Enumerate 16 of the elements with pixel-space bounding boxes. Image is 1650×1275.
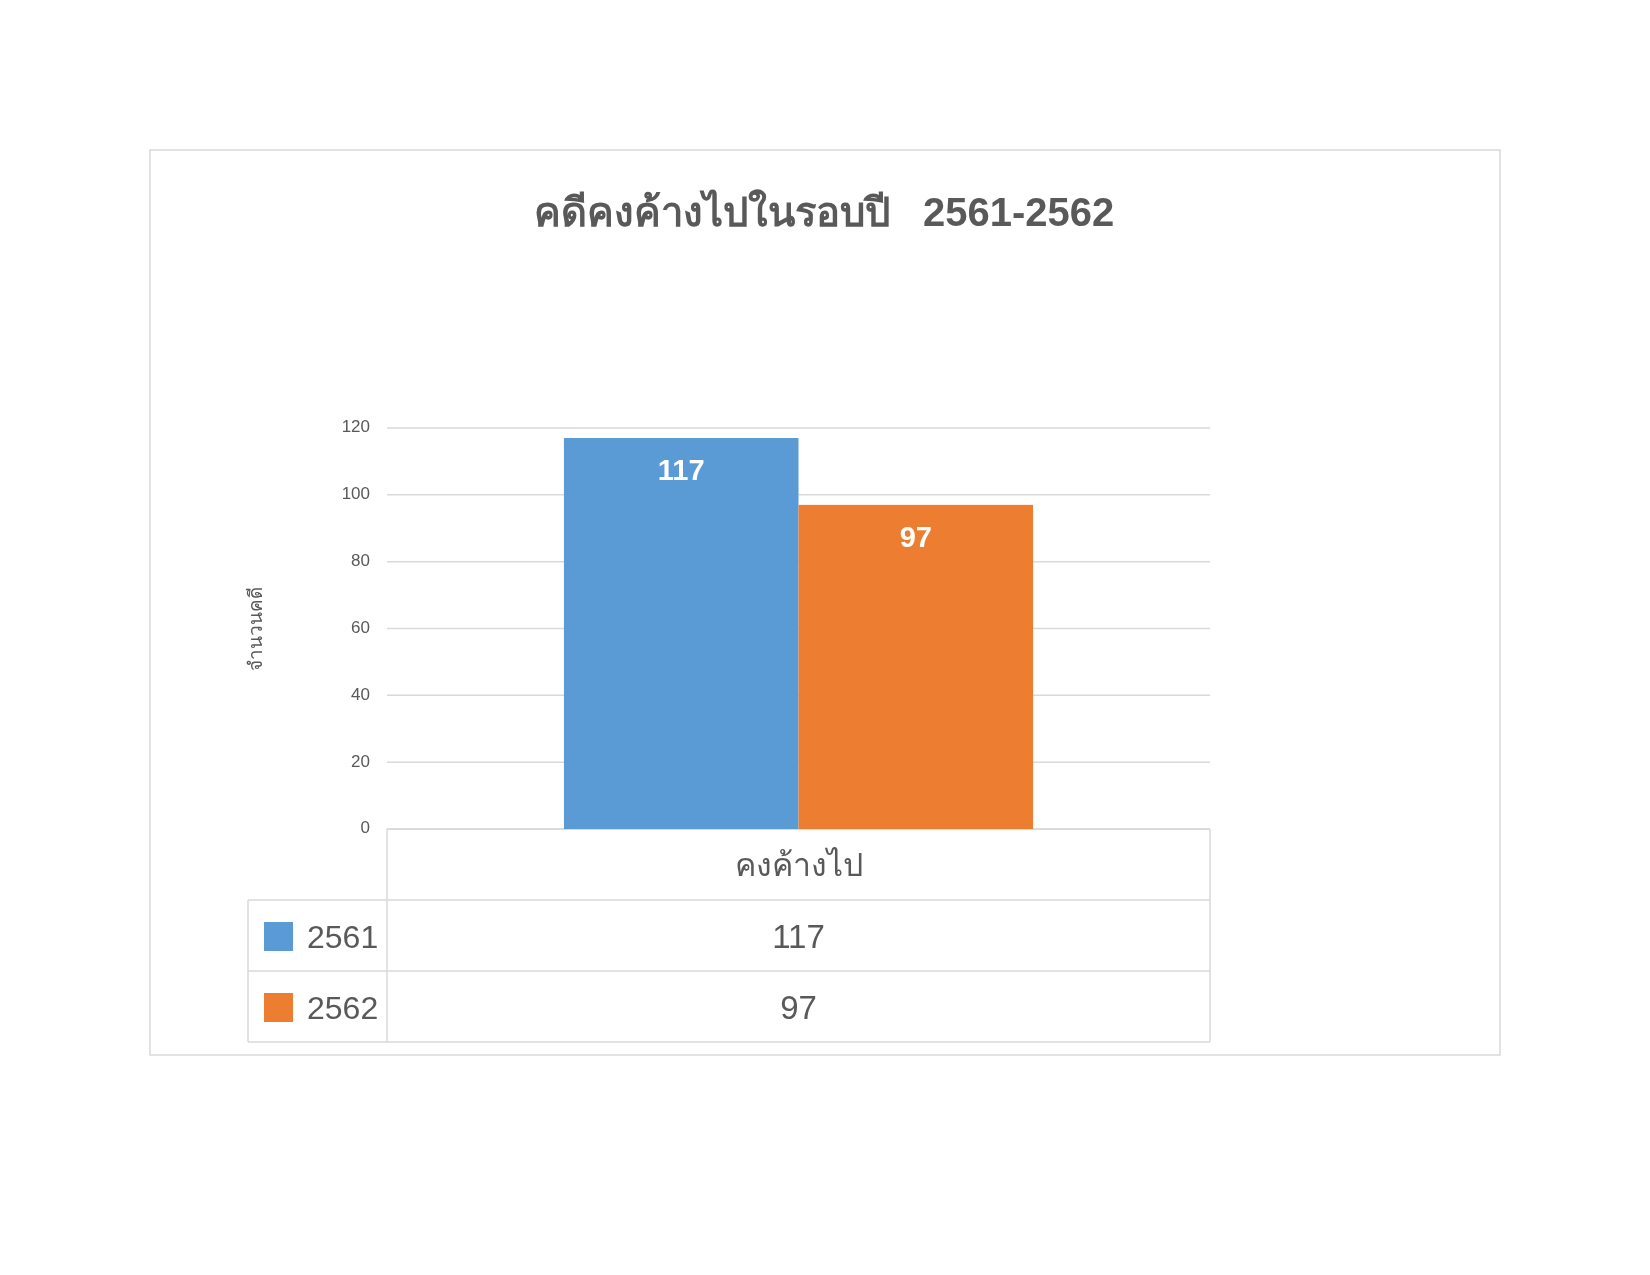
table-value: 97 [780, 988, 817, 1026]
ylabel: จำนวนคดี [245, 586, 266, 671]
ytick: 60 [351, 618, 370, 637]
ytick: 40 [351, 684, 370, 704]
ytick: 100 [341, 484, 370, 504]
legend-label: 2561 [307, 918, 379, 955]
data-label: 117 [657, 454, 705, 486]
ytick: 0 [360, 818, 370, 838]
data-label: 97 [899, 520, 932, 553]
ytick: 20 [351, 751, 370, 771]
table-value: 117 [772, 917, 825, 955]
legend-label: 2562 [307, 989, 379, 1026]
category: คงค้างไป [734, 846, 863, 883]
ytick: 80 [351, 551, 370, 571]
title: คดีคงค้างไปในรอบปี 2561-2562 [533, 190, 1115, 234]
ytick: 120 [341, 417, 370, 437]
